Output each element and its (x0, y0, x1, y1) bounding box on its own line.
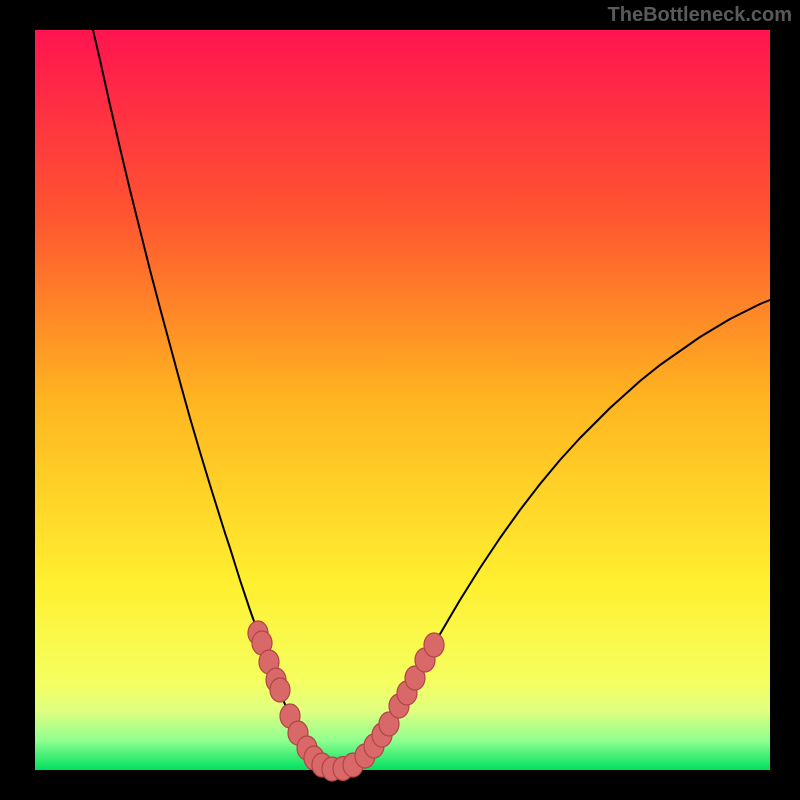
data-marker (424, 633, 444, 657)
data-marker (270, 678, 290, 702)
chart-container: TheBottleneck.com (0, 0, 800, 800)
markers-group (248, 621, 444, 781)
watermark-text: TheBottleneck.com (608, 4, 792, 27)
chart-svg (0, 0, 800, 800)
